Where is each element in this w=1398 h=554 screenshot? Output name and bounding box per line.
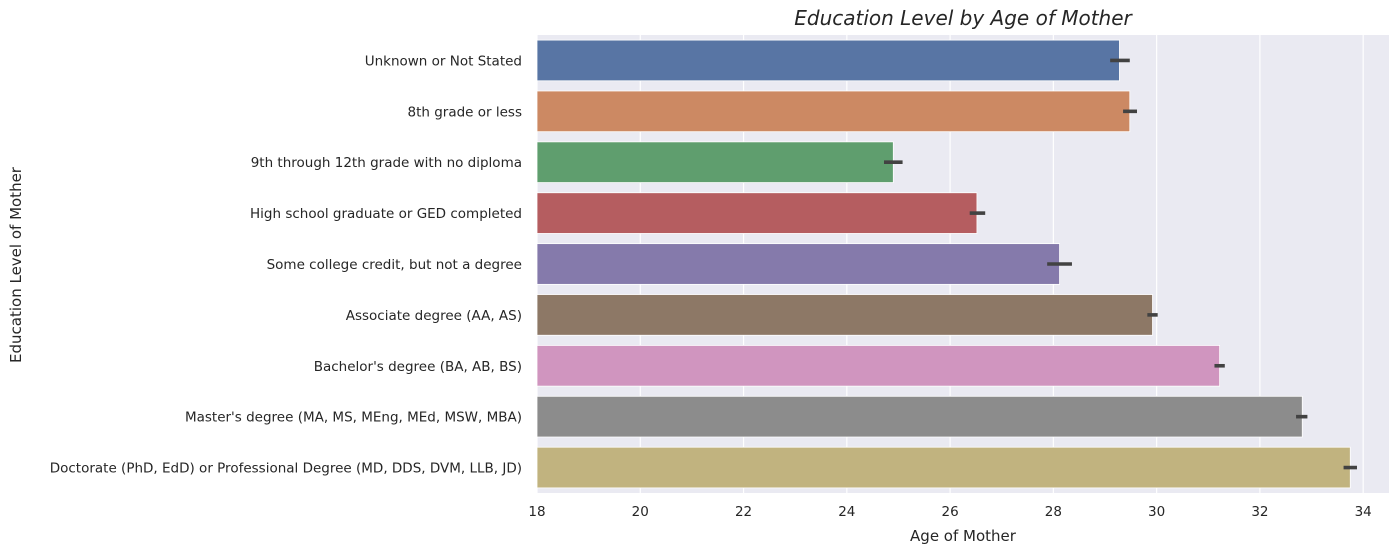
bars [536, 39, 1351, 489]
y-tick-labels: Unknown or Not Stated 8th grade or less 9t… [50, 53, 522, 476]
bar [536, 39, 1120, 82]
x-tick-labels: 18 20 22 24 26 28 30 32 34 [528, 504, 1371, 520]
x-tick-label: 28 [1045, 504, 1062, 520]
bar [536, 192, 978, 234]
bar [536, 345, 1221, 387]
bar [536, 446, 1351, 489]
x-axis-label: Age of Mother [910, 527, 1017, 545]
category-label: Some college credit, but not a degree [267, 257, 522, 273]
bar [536, 395, 1303, 438]
x-tick-label: 20 [632, 504, 649, 520]
x-tick-label: 26 [941, 504, 958, 520]
category-label: Master's degree (MA, MS, MEng, MEd, MSW,… [185, 410, 522, 426]
category-label: Associate degree (AA, AS) [346, 308, 522, 324]
error-bars [883, 58, 1357, 470]
x-tick-label: 24 [838, 504, 855, 520]
category-label: Doctorate (PhD, EdD) or Professional Deg… [50, 461, 522, 477]
x-tick-label: 18 [528, 504, 545, 520]
bar [536, 90, 1131, 133]
category-label: Unknown or Not Stated [365, 53, 522, 69]
y-axis-label: Education Level of Mother [7, 166, 25, 363]
category-label: Bachelor's degree (BA, AB, BS) [314, 359, 522, 375]
category-label: 9th through 12th grade with no diploma [251, 155, 522, 171]
x-tick-label: 22 [735, 504, 752, 520]
category-label: High school graduate or GED completed [250, 206, 522, 222]
chart-title: Education Level by Age of Mother [794, 6, 1133, 30]
bar [536, 294, 1153, 336]
category-label: 8th grade or less [407, 104, 522, 120]
bar [536, 243, 1060, 285]
x-tick-label: 32 [1251, 504, 1268, 520]
x-tick-label: 34 [1355, 504, 1372, 520]
bar [536, 141, 894, 183]
x-tick-label: 30 [1148, 504, 1165, 520]
